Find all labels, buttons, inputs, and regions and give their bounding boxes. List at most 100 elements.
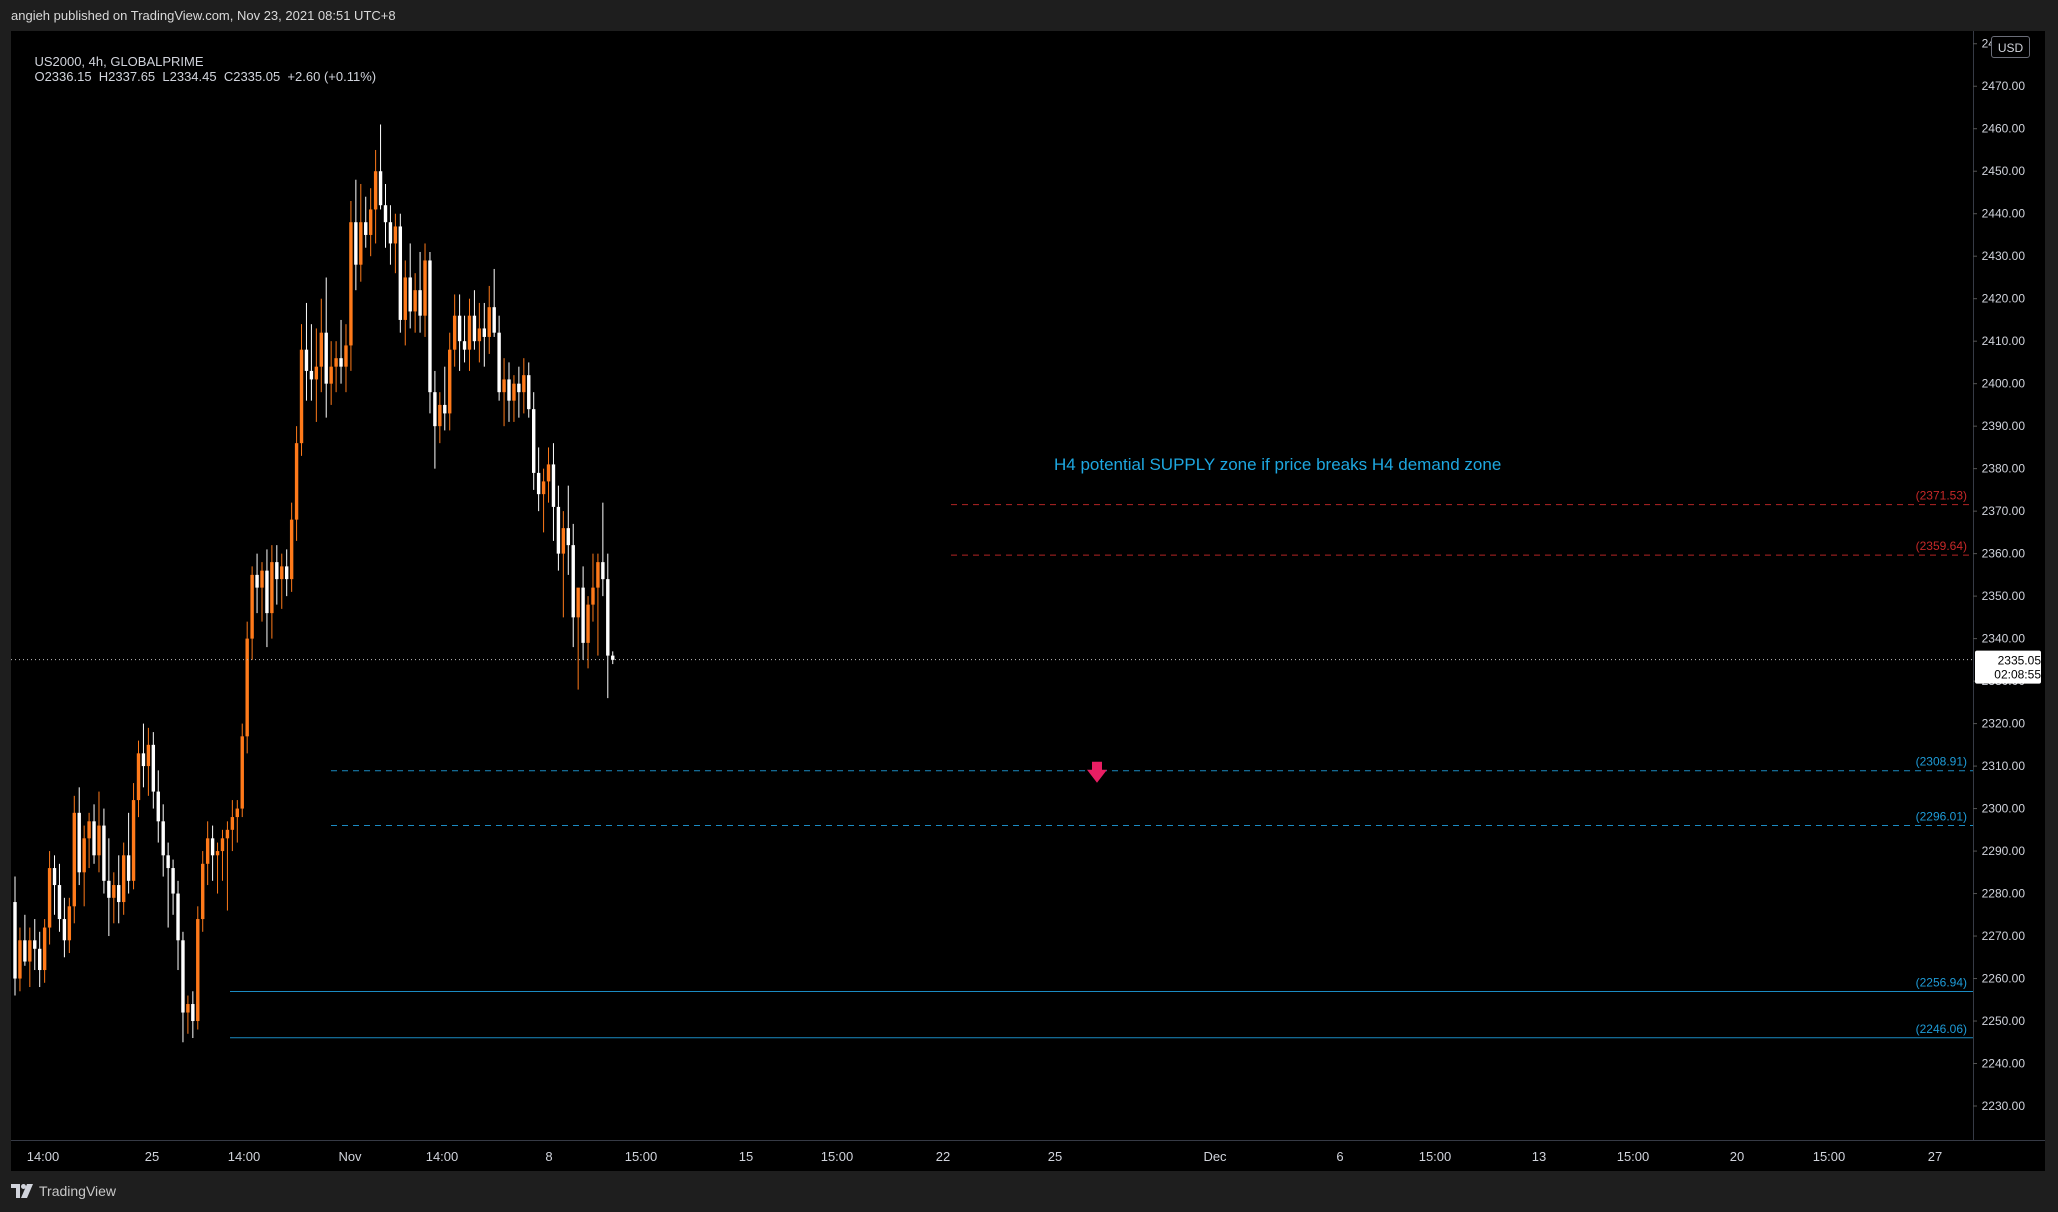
candle-body <box>126 855 131 881</box>
x-tick-label: 15:00 <box>625 1149 658 1164</box>
level-label: (2359.64) <box>1916 539 1967 553</box>
candle-body <box>324 332 328 384</box>
x-tick-label: 15:00 <box>821 1149 854 1164</box>
candle-body <box>373 171 378 210</box>
publisher-bar: angieh published on TradingView.com, Nov… <box>0 0 2058 31</box>
candle-body <box>349 222 353 346</box>
candle-body <box>334 358 338 367</box>
level-label: (2246.06) <box>1916 1022 1967 1036</box>
candle-body <box>339 358 343 367</box>
candle-body <box>250 574 254 639</box>
candle-body <box>220 838 225 852</box>
candle-body <box>299 349 304 444</box>
y-tick-label: 2310.00 <box>1982 759 2026 773</box>
candle-body <box>13 902 17 979</box>
level-label: (2308.91) <box>1916 755 1967 769</box>
candle-body <box>561 528 566 554</box>
x-tick-label: 14:00 <box>426 1149 459 1164</box>
candle-body <box>107 880 111 898</box>
candle-body <box>151 744 156 792</box>
candle-body <box>438 404 442 427</box>
candle-body <box>457 315 462 342</box>
candle-body <box>191 1004 195 1022</box>
candle-body <box>601 562 605 580</box>
legend-ohlc: O2336.15 H2337.65 L2334.45 C2335.05 +2.6… <box>34 69 377 84</box>
candle-body <box>576 587 580 618</box>
candle-body <box>364 222 368 235</box>
candle-body <box>176 893 180 941</box>
price-chart[interactable]: 2230.00 2240.00 2250.00 2260.00 2270.00 2280.… <box>11 31 2045 1171</box>
candle-body <box>546 464 551 482</box>
candle-body <box>304 349 309 371</box>
down-arrow-icon <box>1087 761 1107 783</box>
publisher-text: angieh published on TradingView.com, Nov… <box>11 8 396 23</box>
y-tick-label: 2340.00 <box>1982 632 2026 646</box>
candle-body <box>265 570 269 614</box>
candle-body <box>418 290 422 316</box>
candle-body <box>57 885 62 920</box>
y-tick-label: 2450.00 <box>1982 164 2026 178</box>
x-tick-label: 27 <box>1928 1149 1942 1164</box>
candle-body <box>171 868 175 894</box>
candle-body <box>433 392 437 427</box>
candle-body <box>423 260 427 316</box>
candle-body <box>556 506 561 554</box>
current-price-tag <box>1975 650 2041 684</box>
candle-body <box>551 464 556 507</box>
candle-body <box>62 919 67 941</box>
candle-body <box>591 587 595 605</box>
x-tick-label: Dec <box>1203 1149 1227 1164</box>
price-countdown-label: 02:08:55 <box>1994 668 2041 682</box>
chart-frame[interactable]: 2230.00 2240.00 2250.00 2260.00 2270.00 2280.… <box>11 31 2045 1171</box>
candle-body <box>131 800 136 881</box>
tradingview-logo[interactable]: TradingView <box>11 1182 116 1200</box>
candle-body <box>275 562 279 580</box>
x-tick-label: 15 <box>739 1149 753 1164</box>
supply-zone-annotation: H4 potential SUPPLY zone if price breaks… <box>1054 455 1501 474</box>
candle-body <box>413 290 417 312</box>
level-label: (2256.94) <box>1916 976 1967 990</box>
y-tick-label: 2320.00 <box>1982 717 2026 731</box>
candle-body <box>225 829 230 839</box>
candle-body <box>230 817 235 830</box>
candle-body <box>92 821 96 856</box>
y-tick-label: 2390.00 <box>1982 419 2026 433</box>
candle-body <box>532 409 536 473</box>
candle-body <box>136 753 141 801</box>
candle-body <box>606 579 610 656</box>
x-tick-label: 25 <box>145 1149 159 1164</box>
x-tick-label: 14:00 <box>27 1149 60 1164</box>
y-tick-label: 2420.00 <box>1982 292 2026 306</box>
x-tick-label: 22 <box>936 1149 950 1164</box>
candle-body <box>596 562 600 588</box>
y-tick-label: 2300.00 <box>1982 802 2026 816</box>
candle-body <box>472 315 477 342</box>
y-tick-label: 2470.00 <box>1982 79 2026 93</box>
candle-body <box>408 277 412 312</box>
candle-body <box>497 332 501 393</box>
y-tick-label: 2410.00 <box>1982 334 2026 348</box>
candle-body <box>294 443 299 520</box>
candle-body <box>141 753 146 767</box>
candle-body <box>67 906 72 941</box>
candle-body <box>240 736 244 809</box>
candle-body <box>581 587 585 643</box>
candle-body <box>452 315 457 350</box>
currency-button[interactable]: USD <box>1991 36 2030 58</box>
candle-body <box>571 545 575 618</box>
candle-body <box>309 370 314 380</box>
candle-body <box>383 205 388 223</box>
candle-body <box>23 940 27 962</box>
candle-body <box>210 838 215 856</box>
tradingview-logo-icon <box>11 1184 33 1198</box>
candle-body <box>512 383 516 401</box>
candle-body <box>201 863 205 920</box>
candle-body <box>541 481 546 495</box>
candle-body <box>492 307 496 333</box>
candle-body <box>354 222 358 265</box>
candle-body <box>329 366 333 384</box>
candle-body <box>319 332 323 367</box>
candle-body <box>314 366 319 380</box>
y-tick-label: 2230.00 <box>1982 1099 2026 1113</box>
candle-body <box>289 519 294 580</box>
